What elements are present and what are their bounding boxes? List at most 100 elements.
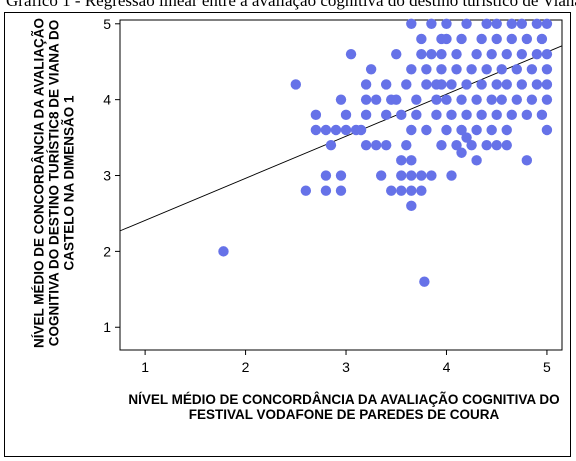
data-point: [456, 124, 467, 136]
x-tick-label: 3: [342, 359, 350, 375]
data-point: [521, 155, 533, 166]
y-tick-label: 4: [103, 92, 111, 108]
data-point: [411, 94, 422, 105]
data-point: [481, 139, 492, 151]
data-point: [541, 79, 553, 90]
data-point: [406, 124, 417, 136]
y-tick-label: 3: [103, 168, 111, 184]
x-tick-label: 1: [141, 359, 149, 375]
y-axis-ticks: 1 2 3 4 5: [103, 16, 120, 335]
data-point: [451, 48, 462, 60]
data-point: [466, 139, 477, 151]
data-point: [360, 109, 372, 121]
y-axis-label: NÍVEL MÉDIO DE CONCORDÂNCIA DA AVALIAÇÃO…: [31, 17, 77, 348]
data-point: [441, 124, 452, 136]
data-point: [436, 79, 447, 90]
data-point: [370, 139, 382, 151]
data-point: [300, 185, 312, 196]
figure-caption: Gráfico 1 - Regressão linear entre a ava…: [6, 0, 576, 10]
data-point: [330, 124, 342, 136]
data-point: [456, 147, 467, 158]
x-axis-label: NÍVEL MÉDIO DE CONCORDÂNCIA DA AVALIAÇÃO…: [128, 392, 560, 422]
data-point: [491, 109, 502, 121]
data-point: [218, 246, 229, 257]
data-point: [461, 132, 472, 143]
data-point: [419, 276, 430, 287]
data-point: [355, 124, 367, 136]
x-tick-label: 4: [443, 359, 451, 375]
data-point: [406, 170, 417, 181]
data-point: [310, 124, 322, 136]
data-point: [436, 48, 447, 60]
data-point: [466, 64, 477, 75]
data-point: [340, 124, 352, 136]
data-point: [451, 64, 462, 75]
plot-area: [119, 19, 563, 351]
data-point: [491, 33, 502, 45]
data-point: [396, 185, 407, 196]
data-point: [441, 94, 452, 105]
data-point: [476, 109, 487, 121]
data-point: [406, 155, 417, 166]
data-point: [320, 170, 332, 181]
data-point: [456, 94, 467, 105]
data-point: [335, 94, 347, 105]
data-point: [401, 79, 412, 90]
data-point: [471, 48, 482, 60]
data-point: [411, 109, 422, 121]
data-point: [406, 200, 417, 212]
data-point: [471, 124, 482, 136]
data-point: [360, 79, 372, 90]
data-point: [426, 48, 437, 60]
data-point: [375, 170, 387, 181]
regression-line: [119, 45, 563, 232]
data-point: [396, 155, 407, 166]
data-point: [446, 170, 457, 181]
data-point: [431, 94, 442, 105]
data-point: [541, 94, 553, 105]
data-point: [360, 94, 372, 105]
data-point: [436, 139, 447, 151]
x-axis-ticks: 1 2 3 4 5: [141, 350, 551, 375]
data-point: [541, 64, 553, 75]
data-point: [290, 79, 301, 90]
data-point: [531, 18, 543, 29]
data-point: [446, 79, 457, 90]
data-point: [370, 94, 382, 105]
data-point: [416, 48, 427, 60]
data-point: [426, 18, 437, 29]
data-point: [496, 64, 507, 75]
data-point: [416, 33, 427, 45]
data-point: [381, 79, 392, 90]
data-point: [421, 79, 432, 90]
data-point: [486, 48, 497, 60]
data-point: [501, 79, 512, 90]
data-point: [501, 48, 512, 60]
data-point: [406, 64, 417, 75]
data-point: [365, 64, 377, 75]
data-point: [481, 18, 492, 29]
x-tick-label: 2: [242, 359, 250, 375]
data-point: [481, 64, 492, 75]
data-point: [335, 170, 347, 181]
data-point: [476, 79, 487, 90]
data-point: [521, 33, 533, 45]
data-point: [461, 79, 472, 90]
data-point: [396, 170, 407, 181]
data-point: [416, 185, 427, 196]
data-point: [335, 185, 347, 196]
x-tick-label: 5: [543, 359, 551, 375]
data-point: [396, 109, 407, 121]
y-axis-label-wrap: NÍVEL MÉDIO DE CONCORDÂNCIA DA AVALIAÇÃO…: [4, 18, 104, 348]
data-point: [536, 33, 548, 45]
data-point: [521, 109, 533, 121]
data-point: [406, 18, 417, 29]
data-point: [320, 124, 332, 136]
y-tick-label: 2: [103, 243, 111, 259]
regression-line-group: [119, 45, 563, 232]
data-point: [516, 79, 528, 90]
data-point: [486, 124, 497, 136]
data-point: [536, 109, 548, 121]
data-point: [476, 33, 487, 45]
